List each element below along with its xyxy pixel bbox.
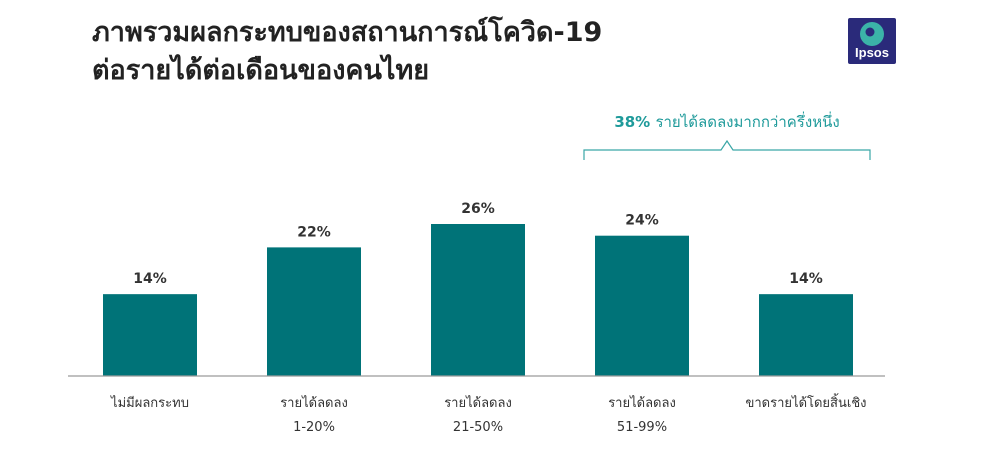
callout-bracket	[583, 139, 871, 160]
category-label-2-line-2: 1-20%	[293, 420, 335, 435]
ipsos-logo-text: Ipsos	[855, 45, 889, 60]
bar-5	[759, 294, 853, 376]
chart-title-line-2: ต่อรายได้ต่อเดือนของคนไทย	[92, 55, 430, 86]
bar-4	[595, 235, 689, 376]
category-label-4-line-1: รายได้ลดลง	[608, 395, 676, 411]
bar-3	[431, 224, 525, 376]
category-label-3-line-1: รายได้ลดลง	[444, 395, 512, 411]
chart-title: ภาพรวมผลกระทบของสถานการณ์โควิด-19 ต่อราย…	[92, 14, 602, 90]
bar-1	[103, 294, 197, 376]
bar-value-label-5: 14%	[789, 271, 823, 287]
callout-text: รายได้ลดลงมากกว่าครึ่งหนึ่ง	[655, 113, 840, 131]
bar-value-label-2: 22%	[297, 224, 331, 240]
ipsos-logo: Ipsos	[848, 18, 896, 64]
category-label-4-line-2: 51-99%	[617, 420, 667, 435]
category-label-2-line-1: รายได้ลดลง	[280, 395, 348, 411]
bar-value-label-1: 14%	[133, 271, 167, 287]
chart-title-line-1: ภาพรวมผลกระทบของสถานการณ์โควิด-19	[92, 17, 603, 48]
ipsos-logo-mark	[860, 22, 884, 46]
category-label-5-line-1: ขาดรายได้โดยสิ้นเชิง	[746, 393, 867, 411]
bar-value-label-3: 26%	[461, 201, 495, 217]
category-label-1-line-1: ไม่มีผลกระทบ	[110, 395, 189, 411]
callout-percent: 38%	[614, 113, 651, 131]
callout-label: 38% รายได้ลดลงมากกว่าครึ่งหนึ่ง	[582, 110, 872, 134]
category-label-3-line-2: 21-50%	[453, 420, 503, 435]
bar-value-label-4: 24%	[625, 213, 659, 229]
bar-2	[267, 247, 361, 376]
